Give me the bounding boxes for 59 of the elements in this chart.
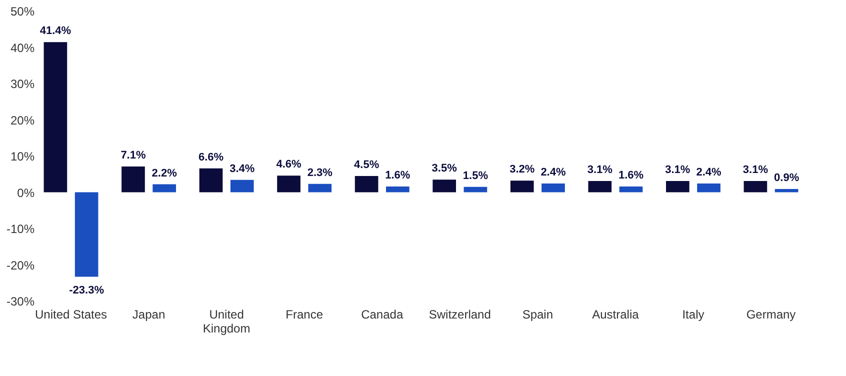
bar (44, 42, 68, 192)
y-tick-label: 50% (10, 4, 35, 18)
bar (510, 180, 534, 192)
data-label: 6.6% (198, 151, 224, 164)
bar (230, 180, 254, 192)
x-tick-label: Australia (592, 308, 640, 322)
x-tick-label: Italy (682, 308, 704, 322)
y-tick-label: 0% (17, 186, 35, 200)
data-label: 2.2% (152, 167, 178, 180)
y-tick-label: -30% (6, 294, 35, 308)
bar (122, 166, 145, 192)
bar (619, 186, 643, 192)
bar (386, 186, 410, 192)
x-tick-label: Spain (522, 308, 554, 322)
data-label: 2.4% (540, 166, 566, 179)
bar (464, 186, 488, 192)
x-tick-label: France (286, 308, 324, 322)
y-tick-label: -20% (6, 258, 35, 272)
data-label: 4.6% (276, 158, 302, 171)
data-label: 1.6% (385, 169, 410, 182)
y-tick-label: 20% (10, 113, 35, 128)
data-label: 2.4% (696, 166, 722, 179)
bar (152, 184, 176, 192)
data-label: 3.1% (742, 164, 768, 176)
bar (199, 168, 223, 192)
x-tick-label: Germany (746, 308, 796, 322)
bar (744, 181, 768, 192)
y-tick-label: 30% (10, 77, 35, 91)
data-label: 2.3% (307, 166, 333, 179)
bar (697, 184, 720, 192)
data-label: 3.5% (432, 162, 458, 175)
data-label: 1.5% (462, 170, 488, 182)
x-tick-label: United Kingdom (202, 308, 250, 336)
x-tick-label: Japan (132, 308, 166, 322)
data-label: -23.3% (69, 284, 104, 297)
bar (277, 176, 300, 192)
y-tick-label: -10% (6, 222, 35, 236)
data-label: 1.6% (618, 169, 644, 182)
data-label: 3.4% (230, 162, 255, 175)
data-label: 7.1% (120, 150, 146, 162)
bar (774, 188, 798, 192)
bar (74, 192, 98, 277)
data-label: 3.2% (510, 164, 535, 176)
data-label: 0.9% (774, 172, 800, 184)
data-label: 4.5% (354, 158, 380, 171)
bar (542, 184, 565, 192)
data-label: 3.1% (587, 164, 613, 176)
x-tick-label: United States (34, 308, 108, 322)
data-label: 3.1% (665, 164, 690, 176)
y-tick-label: 40% (10, 40, 35, 55)
bar (666, 181, 690, 192)
y-tick-label: 10% (10, 150, 35, 164)
bar (432, 180, 456, 192)
x-tick-label: Canada (361, 308, 404, 322)
bar (354, 176, 378, 192)
data-label: 41.4% (40, 25, 72, 38)
bar (588, 181, 612, 192)
bar (308, 184, 332, 192)
x-tick-label: Switzerland (428, 308, 491, 322)
